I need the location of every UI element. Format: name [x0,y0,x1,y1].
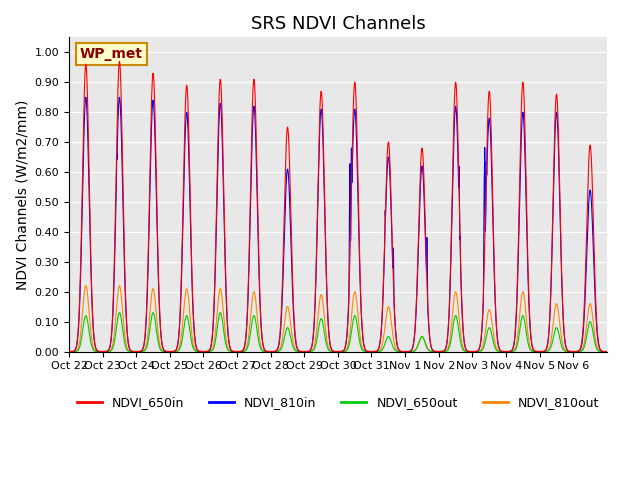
Legend: NDVI_650in, NDVI_810in, NDVI_650out, NDVI_810out: NDVI_650in, NDVI_810in, NDVI_650out, NDV… [72,391,604,414]
Text: WP_met: WP_met [80,47,143,61]
Y-axis label: NDVI Channels (W/m2/mm): NDVI Channels (W/m2/mm) [15,99,29,289]
Title: SRS NDVI Channels: SRS NDVI Channels [250,15,425,33]
